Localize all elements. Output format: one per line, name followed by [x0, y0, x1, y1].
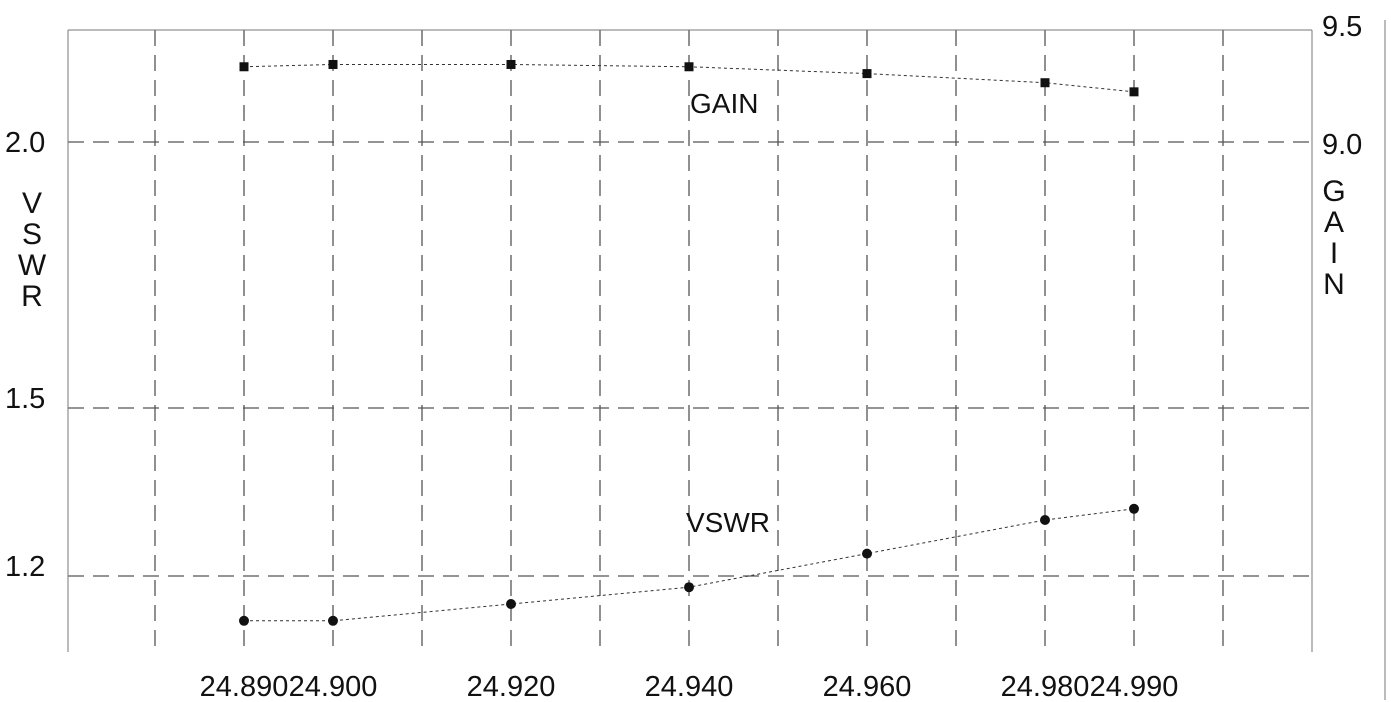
- x-tick-label: 24.920: [467, 671, 556, 702]
- x-tick-label: 24.980: [1001, 671, 1090, 702]
- vswr-point: [506, 599, 516, 609]
- x-tick-label: 24.960: [823, 671, 912, 702]
- gain-point: [1040, 78, 1050, 88]
- axis-title-letter: A: [1324, 206, 1344, 239]
- vswr-point: [239, 615, 249, 626]
- axis-title-letter: V: [22, 187, 42, 220]
- x-tick-label: 24.890: [200, 671, 289, 702]
- vswr-point: [684, 582, 694, 593]
- left-tick-label: 1.2: [5, 551, 45, 583]
- plot-frame: [67, 20, 1386, 700]
- gain-point: [506, 59, 516, 69]
- left-axis-ticks: 2.0 1.5 1.2: [5, 127, 45, 583]
- x-axis-ticks: 24.890 24.900 24.920 24.940 24.960 24.980 24.9…: [200, 671, 1179, 702]
- axis-title-letter: S: [22, 218, 42, 251]
- gain-series-label: GAIN: [690, 88, 758, 119]
- x-tick-label: 24.940: [645, 671, 734, 702]
- gain-point: [684, 62, 694, 72]
- vswr-series-label: VSWR: [686, 507, 770, 538]
- vswr-point: [1129, 503, 1139, 514]
- vswr-point: [328, 615, 338, 626]
- gain-point: [239, 62, 249, 72]
- axis-title-letter: N: [1323, 268, 1345, 301]
- series: [239, 59, 1139, 626]
- axis-title-letter: R: [21, 280, 43, 313]
- vswr-point: [862, 548, 872, 559]
- right-tick-label: 9.0: [1322, 129, 1362, 161]
- gain-point: [328, 59, 338, 69]
- x-tick-label: 24.990: [1090, 671, 1179, 702]
- gain-point: [862, 69, 872, 79]
- grid: [68, 30, 1312, 652]
- gain-point: [1129, 87, 1139, 97]
- axis-title-letter: I: [1330, 237, 1338, 270]
- left-tick-label: 2.0: [5, 127, 45, 159]
- x-tick-label: 24.900: [289, 671, 378, 702]
- left-axis-title: VSWR: [18, 187, 47, 313]
- left-tick-label: 1.5: [5, 383, 45, 415]
- right-axis-title: GAIN: [1322, 175, 1345, 301]
- vswr-point: [1040, 515, 1050, 525]
- axis-title-letter: W: [18, 249, 47, 282]
- right-tick-label: 9.5: [1322, 11, 1362, 43]
- right-axis-ticks: 9.5 9.0: [1322, 11, 1362, 161]
- axis-title-letter: G: [1322, 175, 1345, 208]
